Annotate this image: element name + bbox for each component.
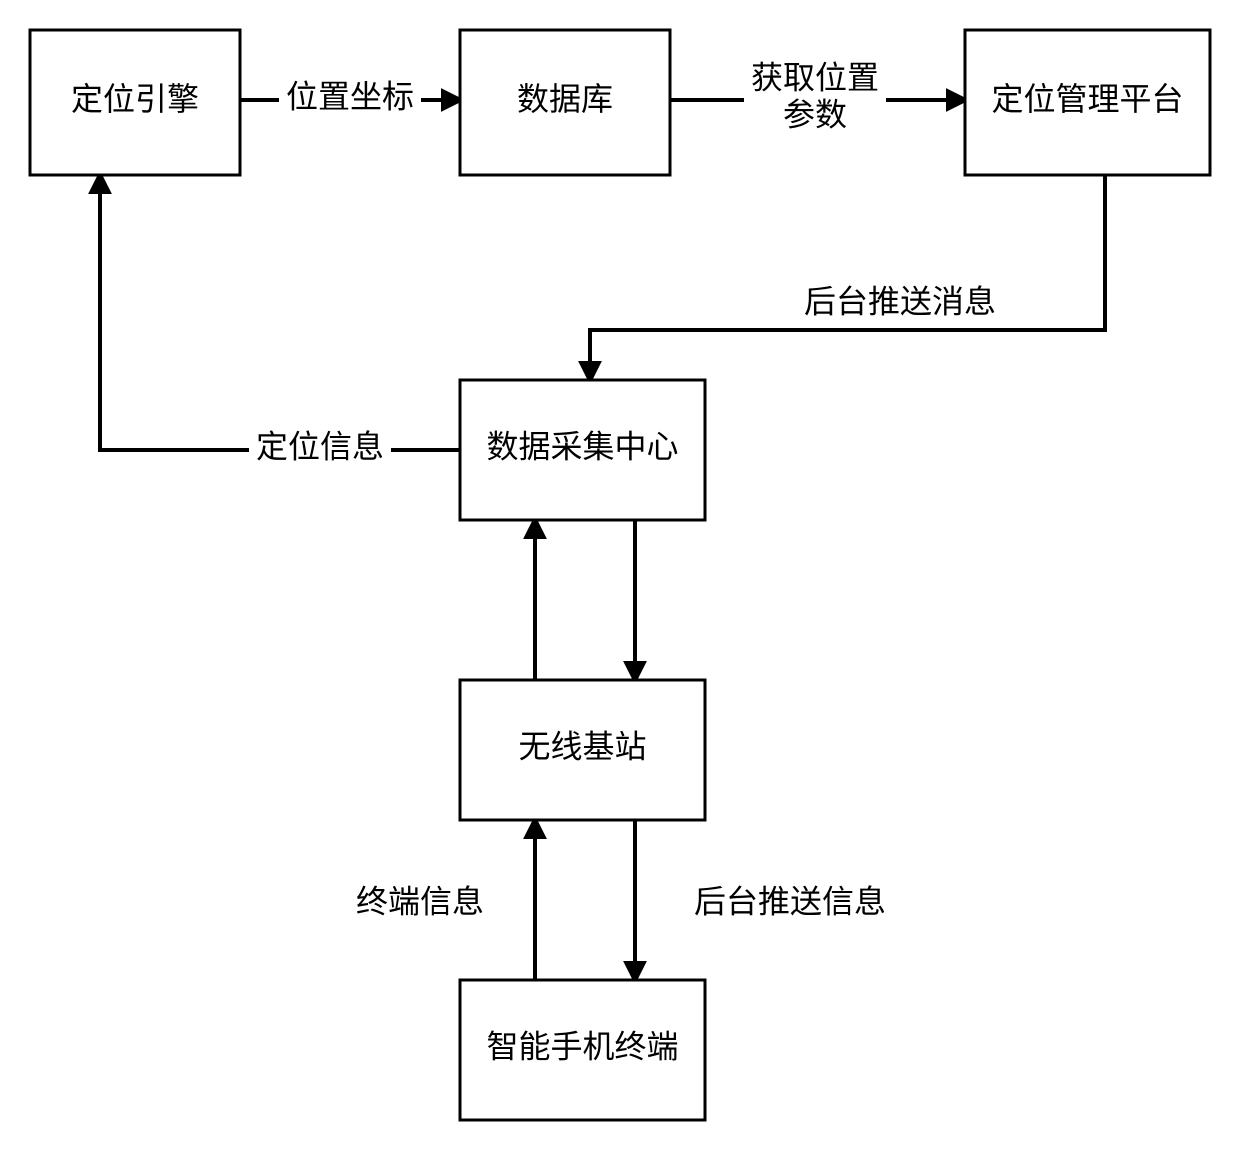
edge-label-e6b: 后台推送信息 [694,883,886,919]
node-label-base: 无线基站 [518,728,646,764]
edge-label-e6a: 终端信息 [356,883,484,919]
node-db: 数据库 [460,30,670,175]
node-label-db: 数据库 [517,81,613,117]
node-engine: 定位引擎 [30,30,240,175]
edge-label-e1: 位置坐标 [286,78,414,114]
node-label-collect: 数据采集中心 [486,428,678,464]
edge-label-e3: 后台推送消息 [804,283,996,319]
node-base: 无线基站 [460,680,705,820]
flowchart-canvas: 位置坐标获取位置参数后台推送消息定位信息终端信息后台推送信息定位引擎数据库定位管… [0,0,1240,1151]
edge-e4 [100,175,460,450]
node-label-phone: 智能手机终端 [486,1028,678,1064]
node-label-engine: 定位引擎 [71,81,199,117]
node-phone: 智能手机终端 [460,980,705,1120]
edge-e3 [590,175,1105,380]
node-label-platform: 定位管理平台 [991,81,1183,117]
node-collect: 数据采集中心 [460,380,705,520]
node-platform: 定位管理平台 [965,30,1210,175]
edge-label-e4: 定位信息 [256,428,384,464]
